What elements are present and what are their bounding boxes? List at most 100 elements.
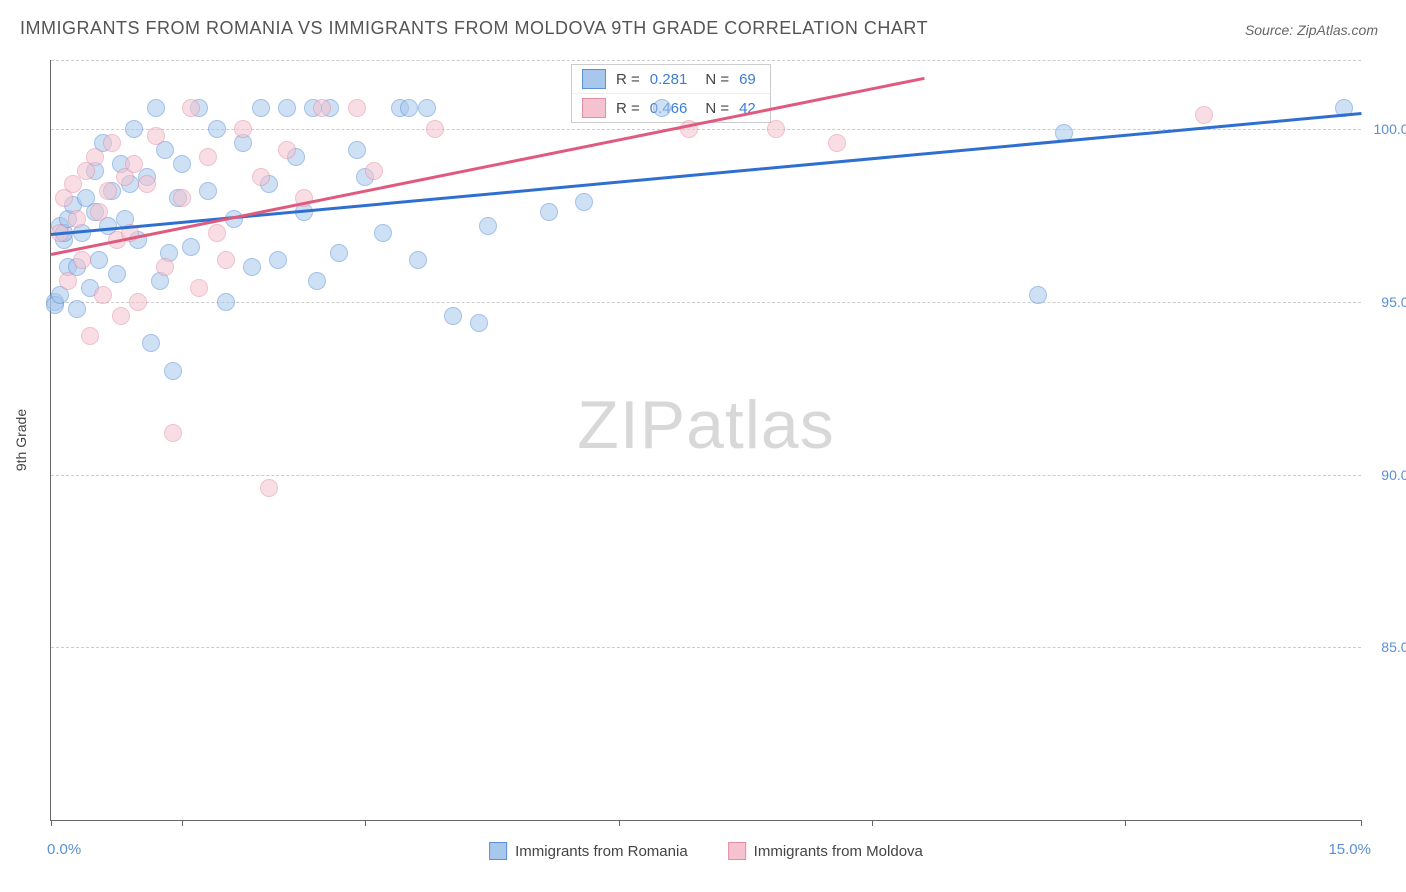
point-moldova <box>234 120 252 138</box>
legend-n-label: N = <box>705 100 729 117</box>
point-romania <box>308 272 326 290</box>
point-moldova <box>99 182 117 200</box>
point-moldova <box>1195 106 1213 124</box>
point-romania <box>409 251 427 269</box>
point-romania <box>173 155 191 173</box>
point-romania <box>418 99 436 117</box>
point-moldova <box>138 175 156 193</box>
point-moldova <box>252 168 270 186</box>
point-romania <box>575 193 593 211</box>
legend-row-romania: R = 0.281 N = 69 <box>572 65 770 94</box>
point-moldova <box>767 120 785 138</box>
point-romania <box>90 251 108 269</box>
point-romania <box>147 99 165 117</box>
series-legend-item-moldova: Immigrants from Moldova <box>728 842 923 860</box>
legend-r-label: R = <box>616 71 640 88</box>
x-axis-min-label: 0.0% <box>47 841 81 858</box>
series-legend-item-romania: Immigrants from Romania <box>489 842 688 860</box>
point-moldova <box>182 99 200 117</box>
point-moldova <box>90 203 108 221</box>
point-moldova <box>190 279 208 297</box>
point-moldova <box>59 272 77 290</box>
plot-area: 9th Grade ZIPatlas R = 0.281 N = 69 R = … <box>50 60 1361 821</box>
source-label: Source: ZipAtlas.com <box>1245 22 1378 38</box>
legend-n-label: N = <box>705 71 729 88</box>
point-moldova <box>348 99 366 117</box>
point-romania <box>653 99 671 117</box>
point-moldova <box>81 327 99 345</box>
x-tick <box>365 820 366 826</box>
point-romania <box>164 362 182 380</box>
legend-n-value-romania: 69 <box>739 71 756 88</box>
point-romania <box>330 244 348 262</box>
point-moldova <box>426 120 444 138</box>
watermark-zip: ZIP <box>577 387 686 463</box>
legend-swatch-moldova <box>582 98 606 118</box>
point-romania <box>108 265 126 283</box>
watermark-atlas: atlas <box>686 387 835 463</box>
point-moldova <box>68 210 86 228</box>
point-moldova <box>103 134 121 152</box>
point-romania <box>252 99 270 117</box>
point-romania <box>199 182 217 200</box>
point-moldova <box>129 293 147 311</box>
series-label-moldova: Immigrants from Moldova <box>754 843 923 860</box>
legend-r-value-romania: 0.281 <box>650 71 688 88</box>
x-tick <box>1125 820 1126 826</box>
x-tick <box>619 820 620 826</box>
point-moldova <box>199 148 217 166</box>
point-moldova <box>828 134 846 152</box>
series-swatch-romania <box>489 842 507 860</box>
point-romania <box>374 224 392 242</box>
x-axis-max-label: 15.0% <box>1328 841 1371 858</box>
point-moldova <box>125 155 143 173</box>
point-romania <box>470 314 488 332</box>
point-moldova <box>278 141 296 159</box>
gridline-h <box>51 647 1361 648</box>
point-moldova <box>147 127 165 145</box>
point-romania <box>125 120 143 138</box>
point-moldova <box>164 424 182 442</box>
point-romania <box>208 120 226 138</box>
point-romania <box>278 99 296 117</box>
point-romania <box>243 258 261 276</box>
x-tick <box>51 820 52 826</box>
point-romania <box>348 141 366 159</box>
series-legend: Immigrants from Romania Immigrants from … <box>489 842 923 860</box>
point-moldova <box>260 479 278 497</box>
x-tick <box>872 820 873 826</box>
y-tick-label: 90.0% <box>1366 467 1406 483</box>
point-moldova <box>217 251 235 269</box>
point-romania <box>217 293 235 311</box>
point-moldova <box>208 224 226 242</box>
watermark: ZIPatlas <box>577 386 834 464</box>
y-tick-label: 85.0% <box>1366 639 1406 655</box>
point-romania <box>479 217 497 235</box>
point-romania <box>444 307 462 325</box>
point-romania <box>68 300 86 318</box>
x-tick <box>1361 820 1362 826</box>
series-label-romania: Immigrants from Romania <box>515 843 688 860</box>
series-swatch-moldova <box>728 842 746 860</box>
y-axis-title: 9th Grade <box>13 409 29 471</box>
point-moldova <box>313 99 331 117</box>
y-tick-label: 100.0% <box>1366 121 1406 137</box>
point-romania <box>540 203 558 221</box>
point-moldova <box>86 148 104 166</box>
point-romania <box>400 99 418 117</box>
chart-title: IMMIGRANTS FROM ROMANIA VS IMMIGRANTS FR… <box>20 18 928 39</box>
point-romania <box>182 238 200 256</box>
point-moldova <box>112 307 130 325</box>
point-moldova <box>64 175 82 193</box>
point-moldova <box>73 251 91 269</box>
point-moldova <box>173 189 191 207</box>
y-tick-label: 95.0% <box>1366 294 1406 310</box>
legend-r-label: R = <box>616 100 640 117</box>
point-moldova <box>365 162 383 180</box>
legend-swatch-romania <box>582 69 606 89</box>
point-romania <box>142 334 160 352</box>
point-moldova <box>156 258 174 276</box>
point-moldova <box>94 286 112 304</box>
point-romania <box>1029 286 1047 304</box>
gridline-h <box>51 302 1361 303</box>
